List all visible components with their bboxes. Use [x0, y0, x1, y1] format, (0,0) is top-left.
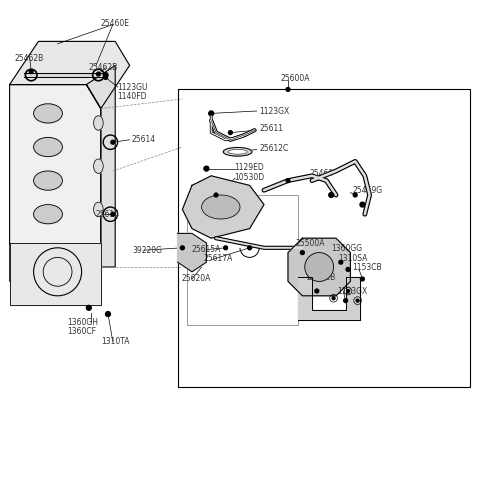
- Polygon shape: [298, 277, 360, 320]
- Polygon shape: [288, 238, 350, 296]
- Circle shape: [360, 277, 364, 281]
- Text: 1360CF: 1360CF: [67, 327, 96, 336]
- Polygon shape: [86, 66, 115, 267]
- Text: 1129ED: 1129ED: [234, 163, 264, 172]
- Circle shape: [224, 246, 228, 250]
- Text: 1360GH: 1360GH: [67, 318, 98, 327]
- Circle shape: [238, 150, 242, 154]
- Text: 1123GX: 1123GX: [259, 106, 289, 116]
- Polygon shape: [10, 85, 101, 281]
- Circle shape: [106, 312, 110, 316]
- Ellipse shape: [228, 149, 247, 154]
- Text: 25500A: 25500A: [295, 240, 324, 248]
- Circle shape: [286, 87, 290, 91]
- Text: 25614: 25614: [96, 209, 120, 219]
- Circle shape: [315, 289, 319, 293]
- Polygon shape: [178, 233, 206, 272]
- Circle shape: [111, 212, 115, 216]
- Circle shape: [286, 179, 290, 183]
- Ellipse shape: [94, 202, 103, 217]
- Circle shape: [329, 192, 334, 197]
- Circle shape: [332, 297, 335, 300]
- Text: 1123GU: 1123GU: [118, 83, 148, 91]
- Polygon shape: [10, 41, 130, 108]
- Circle shape: [214, 193, 218, 197]
- Text: 25469G: 25469G: [353, 186, 383, 195]
- Text: 1153CB: 1153CB: [352, 263, 382, 273]
- Ellipse shape: [34, 205, 62, 224]
- Ellipse shape: [34, 104, 62, 123]
- Circle shape: [204, 166, 209, 171]
- Circle shape: [180, 246, 184, 250]
- Circle shape: [356, 299, 359, 302]
- Circle shape: [204, 167, 208, 171]
- Circle shape: [209, 111, 213, 115]
- Ellipse shape: [94, 159, 103, 174]
- Circle shape: [347, 290, 349, 293]
- Polygon shape: [182, 176, 264, 238]
- Polygon shape: [10, 243, 101, 305]
- Circle shape: [248, 246, 252, 250]
- Text: 25611: 25611: [259, 124, 283, 133]
- Text: 1310SA: 1310SA: [338, 254, 368, 263]
- Text: 25631B: 25631B: [306, 273, 336, 282]
- Text: 1123GX: 1123GX: [337, 287, 367, 295]
- Text: 25600A: 25600A: [281, 74, 310, 83]
- Circle shape: [86, 305, 91, 310]
- Text: 25460E: 25460E: [101, 18, 130, 28]
- Ellipse shape: [34, 138, 62, 156]
- Circle shape: [104, 75, 108, 79]
- Ellipse shape: [305, 253, 334, 281]
- Text: 25612C: 25612C: [259, 144, 288, 153]
- Ellipse shape: [202, 195, 240, 219]
- Text: 25620A: 25620A: [181, 274, 211, 282]
- Circle shape: [300, 251, 304, 255]
- Circle shape: [339, 260, 343, 264]
- Ellipse shape: [223, 147, 252, 156]
- Circle shape: [111, 140, 115, 144]
- Circle shape: [209, 111, 214, 116]
- Text: 1310TA: 1310TA: [101, 337, 129, 346]
- Text: 1140FD: 1140FD: [118, 92, 147, 101]
- Ellipse shape: [34, 171, 62, 190]
- Circle shape: [106, 312, 110, 316]
- Bar: [187, 195, 298, 325]
- Text: 25462B: 25462B: [89, 63, 118, 72]
- Circle shape: [96, 72, 100, 76]
- Circle shape: [346, 267, 350, 271]
- Circle shape: [360, 202, 365, 207]
- Text: 10530D: 10530D: [234, 173, 264, 182]
- Ellipse shape: [94, 116, 103, 130]
- Text: 1360GG: 1360GG: [331, 244, 362, 253]
- Text: 39220G: 39220G: [132, 246, 162, 255]
- Text: 25614: 25614: [132, 135, 156, 144]
- Circle shape: [103, 72, 108, 77]
- Text: 25617A: 25617A: [204, 254, 233, 263]
- Text: 25462B: 25462B: [14, 53, 44, 63]
- Circle shape: [228, 131, 232, 135]
- Text: 25615A: 25615A: [192, 245, 221, 254]
- Polygon shape: [24, 72, 106, 77]
- Text: 25469: 25469: [310, 169, 334, 178]
- Bar: [178, 89, 470, 387]
- Circle shape: [29, 69, 33, 73]
- Circle shape: [353, 193, 357, 197]
- Circle shape: [87, 306, 91, 310]
- Circle shape: [344, 299, 348, 302]
